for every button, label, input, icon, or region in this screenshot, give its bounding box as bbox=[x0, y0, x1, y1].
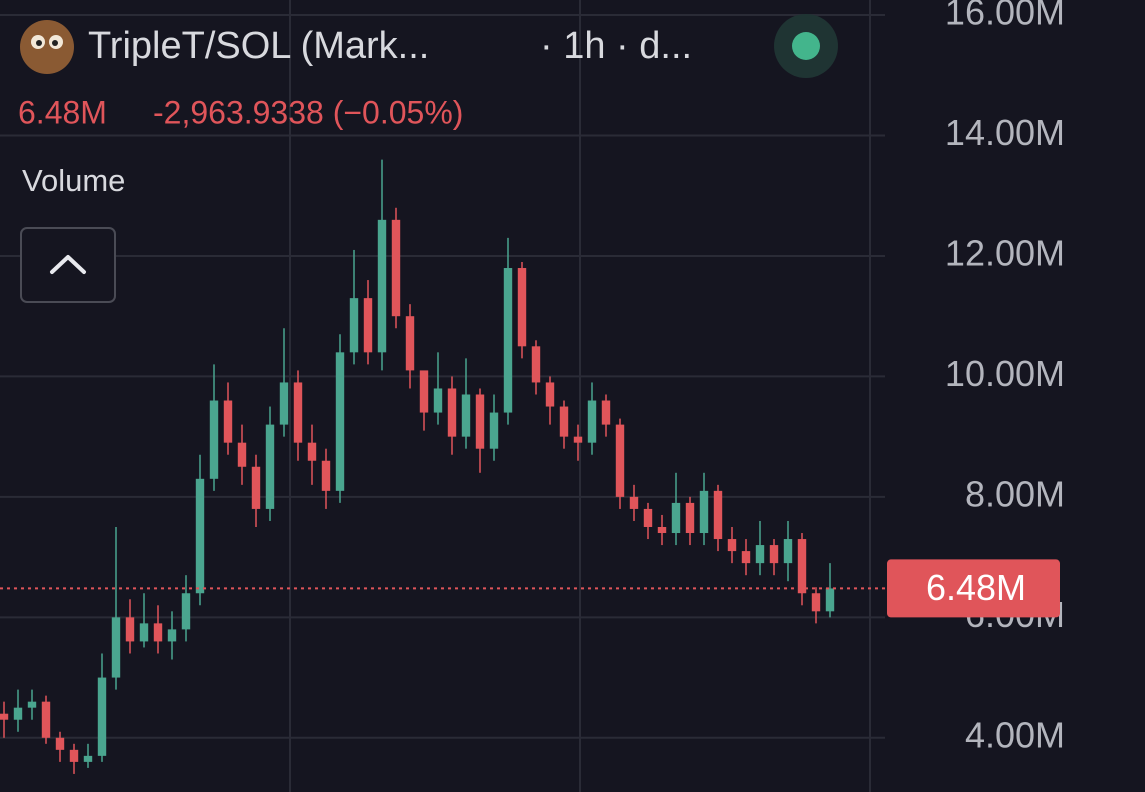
candle-body bbox=[349, 298, 359, 353]
candle-body bbox=[293, 382, 303, 443]
candle-body bbox=[531, 346, 541, 383]
candle-body bbox=[223, 400, 233, 443]
candle-body bbox=[685, 502, 695, 534]
candle-body bbox=[741, 551, 751, 564]
candle-body bbox=[461, 394, 471, 437]
chevron-up bbox=[50, 255, 86, 274]
candle-body bbox=[559, 406, 569, 437]
candle-body bbox=[615, 424, 625, 497]
candle-body bbox=[601, 400, 611, 425]
avatar-pupil bbox=[52, 40, 58, 46]
candle-body bbox=[475, 394, 485, 449]
candle-body bbox=[783, 539, 793, 564]
candle-body bbox=[545, 382, 555, 407]
candle-body bbox=[181, 593, 191, 630]
candle-body bbox=[153, 623, 163, 642]
candle-body bbox=[643, 508, 653, 527]
avatar-pupil bbox=[36, 40, 42, 46]
candle-body bbox=[125, 617, 135, 642]
last-price-label: 6.48M bbox=[926, 567, 1026, 608]
candle-body bbox=[489, 412, 499, 449]
status-dot bbox=[792, 32, 820, 60]
candle-body bbox=[265, 424, 275, 509]
y-tick-label: 4.00M bbox=[965, 714, 1065, 755]
candle-body bbox=[69, 749, 79, 762]
y-tick-label: 8.00M bbox=[965, 473, 1065, 514]
candle-body bbox=[0, 713, 9, 720]
candle-body bbox=[755, 545, 765, 564]
interval: · 1h · d... bbox=[540, 25, 692, 67]
collapse-button[interactable] bbox=[20, 227, 116, 303]
candle-body bbox=[307, 442, 317, 461]
candle-body bbox=[433, 388, 443, 413]
candle-body bbox=[27, 701, 37, 708]
candle-body bbox=[195, 478, 205, 594]
candle-body bbox=[657, 526, 667, 534]
candle-body bbox=[363, 298, 373, 353]
candle-body bbox=[251, 466, 261, 509]
candle-body bbox=[111, 617, 121, 678]
candle-body bbox=[237, 442, 247, 467]
candle-body bbox=[321, 460, 331, 491]
candle-body bbox=[825, 588, 835, 612]
candle-body bbox=[41, 701, 51, 738]
candle-body bbox=[727, 539, 737, 552]
candle-body bbox=[447, 388, 457, 437]
candle-body bbox=[797, 539, 807, 594]
y-tick-label: 12.00M bbox=[945, 232, 1065, 273]
candle-body bbox=[335, 352, 345, 491]
price-change: -2,963.9338 (−0.05%) bbox=[153, 94, 463, 130]
avatar bbox=[20, 20, 74, 74]
candle-body bbox=[517, 268, 527, 347]
y-tick-label: 14.00M bbox=[945, 112, 1065, 153]
candle-body bbox=[209, 400, 219, 479]
candle-body bbox=[587, 400, 597, 443]
candle-body bbox=[377, 219, 387, 353]
y-tick-label: 16.00M bbox=[945, 0, 1065, 33]
y-tick-label: 10.00M bbox=[945, 353, 1065, 394]
candle-body bbox=[629, 496, 639, 509]
candle-body bbox=[699, 490, 709, 534]
pair-title: TripleT/SOL (Mark... bbox=[88, 25, 429, 67]
candle-body bbox=[55, 737, 65, 750]
candle-body bbox=[13, 707, 23, 720]
candle-body bbox=[503, 268, 513, 413]
candle-body bbox=[769, 545, 779, 564]
indicator-label: Volume bbox=[22, 163, 125, 198]
candle-body bbox=[391, 219, 401, 317]
candle-body bbox=[573, 436, 583, 443]
grid bbox=[0, 0, 885, 792]
candle-body bbox=[713, 490, 723, 540]
candle-body bbox=[167, 629, 177, 642]
candle-body bbox=[83, 755, 93, 762]
candle-body bbox=[419, 370, 429, 413]
header: TripleT/SOL (Mark... · 1h · d... 6.48M -… bbox=[18, 14, 838, 303]
last-price-tag bbox=[887, 559, 1060, 618]
candle-body bbox=[97, 677, 107, 756]
price: 6.48M bbox=[18, 94, 107, 130]
candle-body bbox=[405, 316, 415, 371]
candle-body bbox=[139, 623, 149, 642]
candle-body bbox=[279, 382, 289, 425]
candle-body bbox=[671, 502, 681, 534]
plot bbox=[0, 159, 835, 774]
candle-body bbox=[811, 593, 821, 612]
